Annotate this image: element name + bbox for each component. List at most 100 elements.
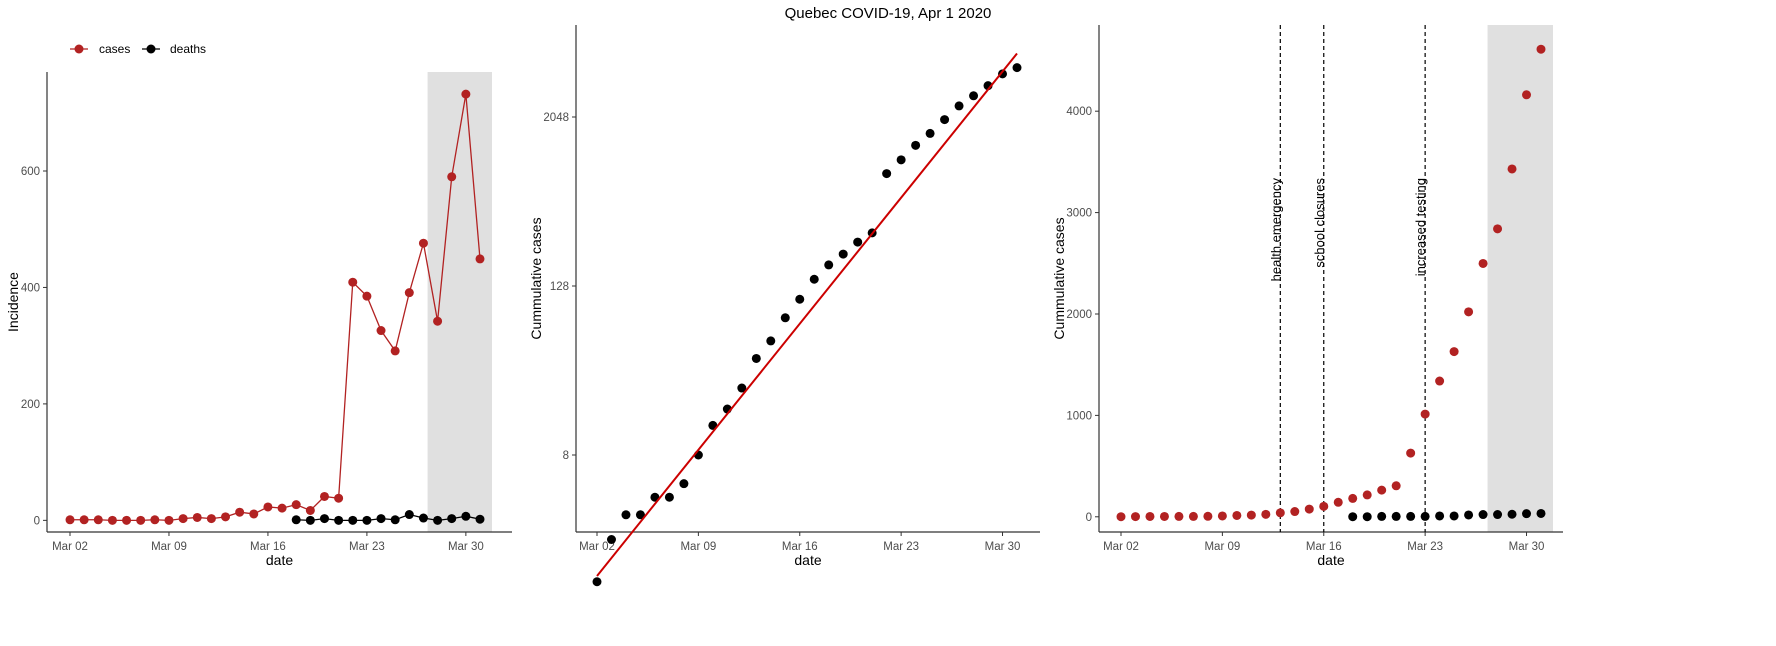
- cases-point: [621, 510, 631, 520]
- figure-title: Quebec COVID-19, Apr 1 2020: [785, 5, 992, 22]
- deaths-point: [1420, 511, 1430, 521]
- fit-line: [596, 52, 1018, 577]
- cases-point: [1464, 307, 1474, 317]
- x-tick-label: Mar 09: [680, 541, 716, 553]
- cases-point: [824, 260, 834, 270]
- cases-point: [751, 353, 761, 363]
- cases-point: [737, 383, 747, 393]
- x-axis-label: date: [266, 552, 293, 568]
- deaths-point: [1435, 511, 1445, 521]
- cases-point: [664, 492, 674, 502]
- cases-point: [475, 254, 485, 264]
- deaths-point: [1362, 512, 1372, 522]
- cases-point: [592, 577, 602, 587]
- cases-point: [1507, 164, 1517, 174]
- annotation-label: health emergency: [1268, 178, 1283, 282]
- cases-point: [1377, 485, 1387, 495]
- cases-point: [1275, 508, 1285, 518]
- cases-point: [291, 500, 301, 510]
- x-tick-label: Mar 30: [1509, 541, 1545, 553]
- cases-point: [1130, 512, 1140, 522]
- cases-point: [150, 515, 160, 525]
- cases-point: [65, 515, 75, 525]
- cases-point: [1174, 511, 1184, 521]
- x-tick-label: Mar 30: [985, 541, 1021, 553]
- y-tick-label: 0: [1086, 512, 1092, 524]
- legend-deaths-label: deaths: [170, 42, 206, 56]
- cases-point: [136, 515, 146, 525]
- cases-point: [998, 69, 1008, 79]
- cases-point: [1203, 511, 1213, 521]
- cases-point: [433, 316, 443, 326]
- deaths-point: [461, 511, 471, 521]
- x-tick-label: Mar 30: [448, 541, 484, 553]
- deaths-point: [348, 515, 358, 525]
- shaded-region: [1487, 25, 1553, 532]
- panel-cumulative-linear: Mar 02 Mar 09 Mar 16 Mar 23 Mar 30 0 1000 2000 3…: [1051, 25, 1563, 568]
- deaths-point: [447, 514, 457, 524]
- cases-point: [1304, 504, 1314, 514]
- cases-point: [249, 509, 259, 519]
- x-axis-label: date: [794, 552, 821, 568]
- cases-point: [178, 514, 188, 524]
- cases-point: [1522, 90, 1532, 100]
- deaths-point: [475, 514, 485, 524]
- cases-point: [447, 172, 457, 182]
- cases-point: [164, 515, 174, 525]
- deaths-point: [1507, 509, 1517, 519]
- deaths-point: [404, 510, 414, 520]
- x-tick-label: Mar 16: [250, 541, 286, 553]
- y-tick-label: 8: [563, 450, 569, 462]
- cases-point: [1246, 510, 1256, 520]
- legend: cases deaths: [70, 42, 206, 56]
- cases-point: [925, 128, 935, 138]
- y-tick-label: 4000: [1066, 106, 1092, 118]
- deaths-point: [319, 514, 329, 524]
- y-tick-label: 1000: [1066, 410, 1092, 422]
- y-axis-label: Cummulative cases: [528, 217, 544, 339]
- legend-cases-label: cases: [99, 42, 130, 56]
- cases-point: [766, 336, 776, 346]
- cases-point: [348, 277, 358, 287]
- deaths-point: [334, 515, 344, 525]
- cases-point: [122, 515, 132, 525]
- cases-point: [93, 515, 103, 525]
- cases-point: [362, 291, 372, 301]
- cases-point: [1435, 376, 1445, 386]
- cases-point: [1012, 63, 1022, 73]
- deaths-point: [1377, 511, 1387, 521]
- deaths-point: [433, 515, 443, 525]
- x-tick-label: Mar 23: [1407, 541, 1443, 553]
- y-axis-label: Cummulative cases: [1051, 217, 1067, 339]
- y-axis-label: Incidence: [5, 272, 21, 332]
- cases-point: [1420, 409, 1430, 419]
- cases-point: [1333, 497, 1343, 507]
- annotation-label: increased testing: [1413, 178, 1428, 276]
- cases-point: [305, 505, 315, 515]
- y-tick-label: 600: [21, 166, 40, 178]
- cases-point: [882, 169, 892, 179]
- deaths-point: [291, 515, 301, 525]
- x-tick-label: Mar 09: [1204, 541, 1240, 553]
- cases-point: [1290, 507, 1300, 517]
- legend-deaths-marker: [146, 44, 156, 54]
- panel-incidence: Mar 02 Mar 09 Mar 16 Mar 23 Mar 30 0 200 400 600…: [5, 72, 512, 568]
- cases-point: [809, 274, 819, 284]
- cases-point: [1232, 510, 1242, 520]
- x-tick-label: Mar 23: [883, 541, 919, 553]
- cases-point: [795, 294, 805, 304]
- cases-point: [192, 512, 202, 522]
- cases-point: [780, 313, 790, 323]
- cases-point: [606, 535, 616, 544]
- cases-point: [635, 510, 645, 520]
- y-tick-label: 2048: [543, 112, 569, 124]
- cases-point: [334, 493, 344, 503]
- cases-point: [263, 502, 273, 512]
- x-tick-label: Mar 02: [579, 541, 615, 553]
- cases-point: [1348, 493, 1358, 503]
- cases-point: [1362, 490, 1372, 500]
- deaths-point: [1478, 510, 1488, 520]
- deaths-point: [376, 514, 386, 524]
- x-tick-label: Mar 16: [1306, 541, 1342, 553]
- cases-point: [1449, 347, 1459, 357]
